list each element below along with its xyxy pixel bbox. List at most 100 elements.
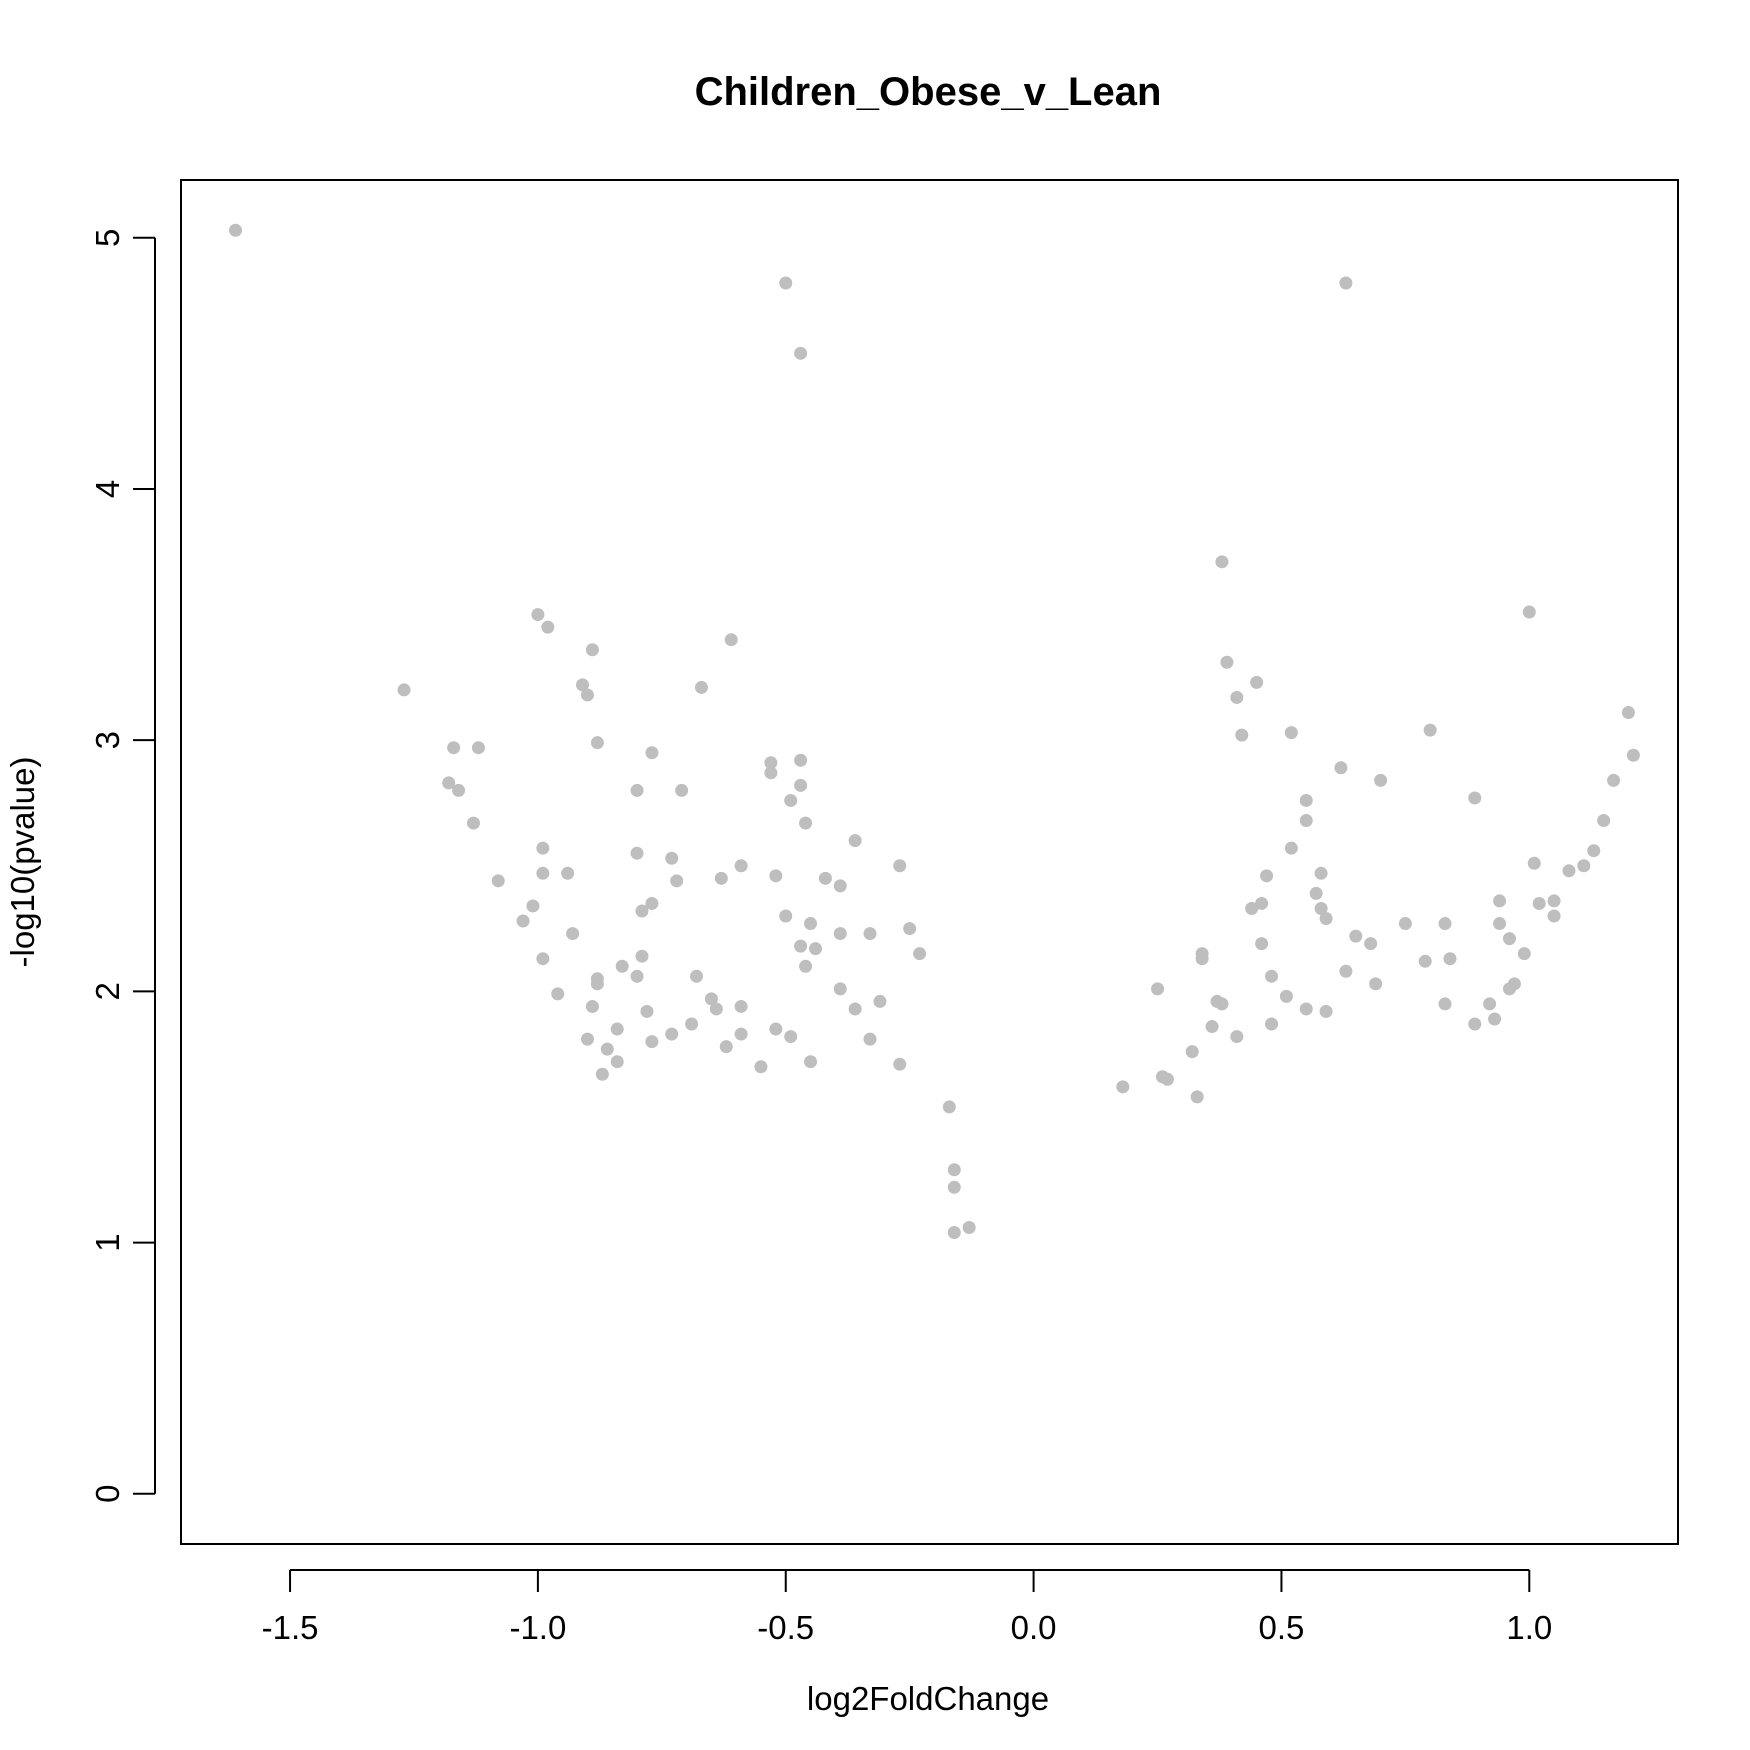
data-point (913, 947, 927, 961)
data-point (1220, 655, 1234, 669)
y-axis: 0 1 2 3 4 5 (89, 229, 156, 1503)
data-point (645, 896, 659, 910)
data-point (630, 783, 644, 797)
y-tick-label: 2 (89, 982, 126, 1000)
data-point (1517, 947, 1531, 961)
data-point (1279, 989, 1293, 1003)
data-point (784, 793, 798, 807)
data-point (794, 939, 808, 953)
data-point (808, 942, 822, 956)
data-point (947, 1226, 961, 1240)
data-point (1502, 932, 1516, 946)
x-tick-label: -1.0 (509, 1609, 566, 1646)
data-point (734, 999, 748, 1013)
data-point (452, 783, 466, 797)
data-point (784, 1030, 798, 1044)
data-point (1562, 864, 1576, 878)
x-tick-label: -0.5 (757, 1609, 814, 1646)
data-point (466, 816, 480, 830)
data-point (645, 1035, 659, 1049)
data-point (531, 608, 545, 622)
data-point (675, 783, 689, 797)
data-point (1250, 675, 1264, 689)
data-point (635, 949, 649, 963)
data-point (610, 1055, 624, 1069)
data-point (635, 904, 649, 918)
data-point (551, 987, 565, 1001)
data-point (893, 1057, 907, 1071)
plot-frame (180, 179, 1679, 1545)
data-point (873, 994, 887, 1008)
data-point (585, 999, 599, 1013)
data-point (1423, 723, 1437, 737)
data-point (833, 982, 847, 996)
data-point (694, 680, 708, 694)
data-point (947, 1163, 961, 1177)
data-point (942, 1100, 956, 1114)
data-point (1438, 997, 1452, 1011)
data-point (734, 1027, 748, 1041)
data-point (1364, 937, 1378, 951)
data-point (863, 927, 877, 941)
data-point (1443, 952, 1457, 966)
data-point (447, 741, 461, 755)
data-point (794, 346, 808, 360)
data-point (1284, 841, 1298, 855)
data-point (947, 1180, 961, 1194)
data-point (1334, 761, 1348, 775)
data-point (610, 1022, 624, 1036)
data-point (1369, 977, 1383, 991)
data-point (1255, 937, 1269, 951)
data-point (1299, 793, 1313, 807)
data-point (1577, 859, 1591, 873)
data-point (1205, 1020, 1219, 1034)
data-point (590, 736, 604, 750)
data-point (1597, 814, 1611, 828)
data-point (1587, 844, 1601, 858)
data-point (1230, 690, 1244, 704)
data-point (1151, 982, 1165, 996)
data-point (561, 866, 575, 880)
data-point (630, 846, 644, 860)
data-point (595, 1067, 609, 1081)
data-point (962, 1220, 976, 1234)
data-point (1493, 917, 1507, 931)
data-point (471, 741, 485, 755)
data-point (1374, 773, 1388, 787)
data-point (580, 1032, 594, 1046)
data-point (685, 1017, 699, 1031)
data-point (690, 969, 704, 983)
data-point (794, 778, 808, 792)
data-point (848, 1002, 862, 1016)
data-point (1235, 728, 1249, 742)
data-point (640, 1004, 654, 1018)
y-tick-label: 5 (89, 229, 126, 247)
data-point (1155, 1070, 1169, 1084)
x-axis: -1.5 -1.0 -0.5 0.0 0.5 1.0 (262, 1569, 1552, 1646)
x-tick-label: -1.5 (262, 1609, 319, 1646)
data-point (1116, 1080, 1130, 1094)
data-point (704, 992, 718, 1006)
y-tick-label: 0 (89, 1485, 126, 1503)
y-tick-label: 3 (89, 731, 126, 749)
data-point (1502, 982, 1516, 996)
data-point (1245, 901, 1259, 915)
data-point (804, 917, 818, 931)
data-point (536, 866, 550, 880)
x-tick-label: 1.0 (1506, 1609, 1552, 1646)
data-point (541, 620, 555, 634)
data-point (709, 1002, 723, 1016)
data-point (590, 977, 604, 991)
data-point (1314, 866, 1328, 880)
data-point (764, 766, 778, 780)
data-point (1215, 997, 1229, 1011)
data-point (1607, 773, 1621, 787)
data-point (1522, 605, 1536, 619)
y-axis-label: -log10(pvalue) (4, 757, 41, 968)
data-point (754, 1060, 768, 1074)
data-point (491, 874, 505, 888)
data-point (1190, 1090, 1204, 1104)
data-point (1483, 997, 1497, 1011)
data-point (670, 874, 684, 888)
